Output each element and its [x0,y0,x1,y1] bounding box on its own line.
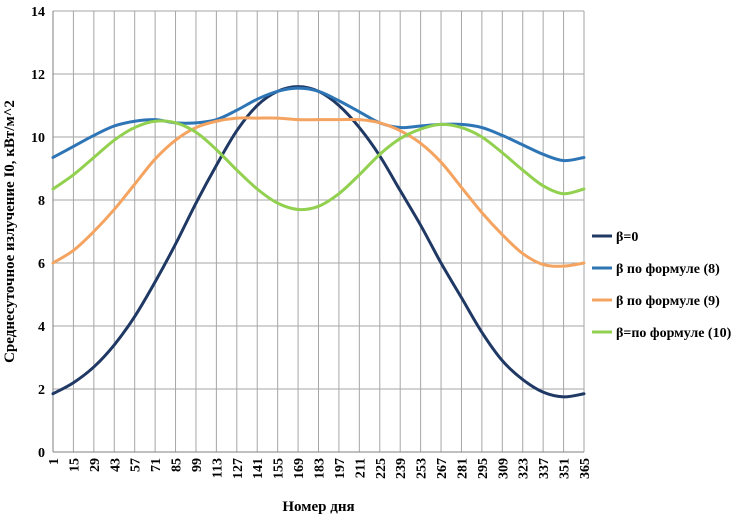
x-tick-label: 183 [313,458,328,479]
y-axis-ticks: 0 2 4 6 8 10 12 14 [31,5,45,461]
x-tick-label: 113 [210,458,225,478]
x-tick-label: 15 [67,458,82,472]
series-line-3 [51,116,586,268]
legend-label-3: β по формуле (9) [616,294,720,309]
series-lines [51,85,586,399]
y-tick-label: 6 [38,257,45,272]
x-tick-label: 211 [353,458,368,478]
x-tick-label: 309 [496,458,511,479]
x-tick-label: 337 [537,458,552,479]
x-tick-label: 29 [88,458,103,472]
x-axis-label: Номер дня [282,499,354,515]
x-tick-label: 323 [517,458,532,479]
plot-border [52,11,584,453]
legend: β=0 β по формуле (8) β по формуле (9) β=по … [592,230,732,341]
x-tick-label: 295 [476,458,491,479]
x-tick-label: 351 [558,458,573,479]
y-tick-label: 4 [38,320,45,335]
x-tick-label: 365 [578,458,593,479]
y-tick-label: 0 [38,446,45,461]
x-tick-label: 1 [47,458,62,465]
x-tick-label: 71 [149,458,164,472]
y-axis-label: Среднесуточное излучение I0, кВт/м^2 [2,100,18,363]
y-tick-label: 14 [31,5,45,20]
x-tick-label: 281 [455,458,470,479]
x-tick-label: 141 [251,458,266,479]
x-tick-label: 99 [190,458,205,472]
series-line-4 [51,119,586,212]
x-tick-label: 225 [374,458,389,479]
x-tick-label: 57 [129,458,144,472]
x-tick-label: 267 [435,458,450,479]
x-tick-label: 253 [415,458,430,479]
legend-label-1: β=0 [616,230,638,245]
x-tick-label: 127 [231,458,246,479]
x-tick-label: 43 [108,458,123,472]
x-tick-label: 155 [272,458,287,479]
x-tick-label: 85 [170,458,185,472]
legend-label-2: β по формуле (8) [616,262,720,277]
x-tick-label: 239 [394,458,409,479]
grid [52,10,585,453]
x-tick-label: 169 [292,458,307,479]
series-line-2 [51,86,586,163]
x-tick-label: 197 [333,458,348,479]
y-tick-label: 2 [38,383,45,398]
legend-label-4: β=по формуле (10) [616,326,732,341]
x-axis-ticks: 1 15 29 43 57 71 85 99 113 127 141 155 169 183 197 211 2… [47,458,593,479]
y-tick-label: 8 [38,194,45,209]
y-tick-label: 10 [31,131,45,146]
y-tick-label: 12 [31,68,45,83]
